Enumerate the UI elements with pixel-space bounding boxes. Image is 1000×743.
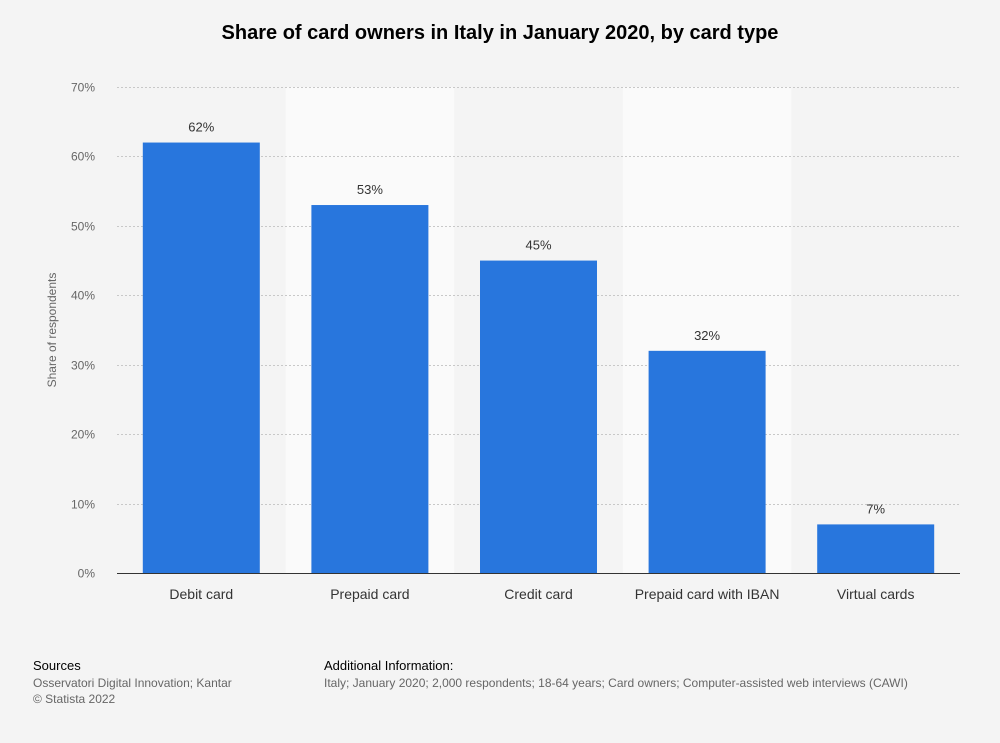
y-tick-label: 10% bbox=[71, 498, 95, 512]
y-axis-tick-labels: 0% 10% 20% 30% 40% 50% 60% 70% bbox=[71, 81, 95, 581]
value-labels: 62% 53% 45% 32% 7% bbox=[188, 120, 885, 517]
value-label: 45% bbox=[525, 238, 551, 253]
additional-info-heading: Additional Information: bbox=[324, 658, 454, 673]
x-axis-tick-labels: Debit card Prepaid card Credit card Prepaid… bbox=[169, 586, 914, 602]
x-tick-label: Prepaid card with IBAN bbox=[635, 586, 780, 602]
bar[interactable] bbox=[648, 350, 766, 573]
sources-text: Osservatori Digital Innovation; Kantar bbox=[33, 676, 232, 690]
copyright-link[interactable]: © Statista 2022 bbox=[33, 692, 116, 706]
value-label: 7% bbox=[866, 501, 885, 516]
bar[interactable] bbox=[817, 524, 935, 573]
x-tick-label: Credit card bbox=[504, 586, 572, 602]
y-tick-label: 40% bbox=[71, 289, 95, 303]
y-tick-label: 0% bbox=[78, 567, 96, 581]
x-tick-label: Prepaid card bbox=[330, 586, 409, 602]
bars bbox=[142, 142, 935, 574]
additional-info-text: Italy; January 2020; 2,000 respondents; … bbox=[324, 676, 908, 690]
bar[interactable] bbox=[480, 260, 597, 573]
y-tick-label: 30% bbox=[71, 359, 95, 373]
value-label: 62% bbox=[188, 120, 214, 135]
value-label: 53% bbox=[357, 182, 383, 197]
y-axis-label: Share of respondents bbox=[45, 273, 59, 388]
bar[interactable] bbox=[142, 142, 260, 574]
chart-title: Share of card owners in Italy in January… bbox=[221, 22, 779, 44]
x-tick-label: Debit card bbox=[169, 586, 233, 602]
bar[interactable] bbox=[311, 205, 429, 573]
value-label: 32% bbox=[694, 328, 720, 343]
y-tick-label: 60% bbox=[71, 150, 95, 164]
y-tick-label: 20% bbox=[71, 428, 95, 442]
y-tick-label: 50% bbox=[71, 220, 95, 234]
x-tick-label: Virtual cards bbox=[837, 586, 915, 602]
sources-heading: Sources bbox=[33, 658, 81, 673]
y-tick-label: 70% bbox=[71, 81, 95, 95]
